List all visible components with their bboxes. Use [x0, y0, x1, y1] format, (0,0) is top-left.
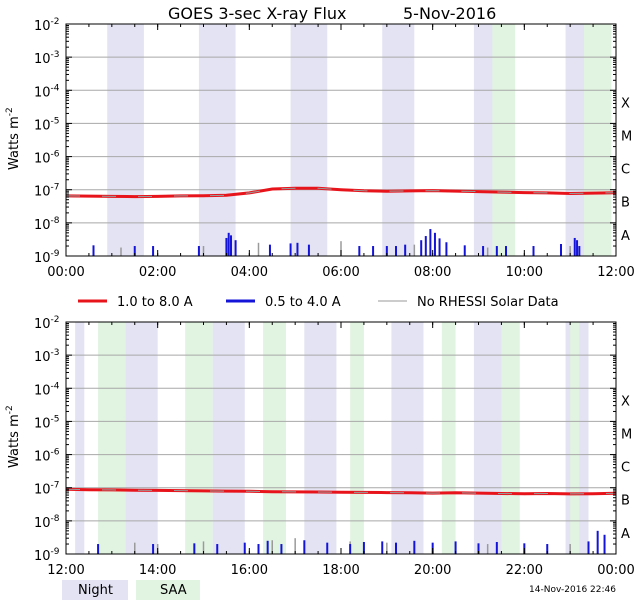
y-tick-label: 10-5 — [34, 414, 60, 431]
night-band — [75, 322, 85, 554]
legend-rhessi-label: No RHESSI Solar Data — [417, 295, 559, 310]
bottom-panel-data — [65, 487, 617, 554]
shading-legend: Night SAA — [62, 580, 200, 600]
y-axis-label: Watts m-2 — [5, 107, 22, 170]
legend-night-swatch — [62, 580, 128, 600]
x-tick-label: 00:00 — [597, 563, 634, 578]
x-tick-label: 22:00 — [506, 563, 543, 578]
saa-band — [350, 322, 364, 554]
y-tick-label: 10-4 — [34, 381, 60, 398]
flare-class-label: X — [621, 394, 630, 409]
y-tick-label: 10-6 — [34, 448, 60, 465]
x-tick-label: 12:00 — [47, 563, 84, 578]
legend-night-label: Night — [78, 583, 113, 598]
y-tick-label: 10-4 — [34, 83, 60, 100]
night-band — [212, 322, 245, 554]
saa-band — [263, 322, 286, 554]
y-tick-label: 10-2 — [34, 315, 60, 332]
flare-class-label: B — [621, 494, 630, 509]
night-band — [290, 24, 328, 256]
flare-class-label: M — [621, 427, 632, 442]
saa-band — [185, 322, 213, 554]
x-tick-label: 00:00 — [47, 265, 84, 280]
night-band — [198, 24, 236, 256]
legend-short-label: 0.5 to 4.0 A — [265, 295, 341, 310]
y-tick-label: 10-7 — [34, 183, 60, 200]
x-tick-label: 16:00 — [231, 563, 268, 578]
saa-band — [98, 322, 126, 554]
top-panel-shading — [107, 24, 612, 256]
top-panel-data — [65, 186, 617, 256]
y-tick-label: 10-7 — [34, 481, 60, 498]
generated-timestamp: 14-Nov-2016 22:46 — [529, 585, 616, 595]
x-tick-label: 08:00 — [414, 265, 451, 280]
legend-saa-swatch — [136, 580, 200, 600]
legend-long-label: 1.0 to 8.0 A — [117, 295, 193, 310]
night-band — [125, 322, 158, 554]
flare-class-label: C — [621, 163, 630, 178]
x-tick-label: 12:00 — [597, 265, 634, 280]
flare-class-label: B — [621, 196, 630, 211]
y-tick-label: 10-6 — [34, 150, 60, 167]
y-tick-label: 10-9 — [34, 547, 60, 564]
y-tick-label: 10-3 — [34, 50, 60, 67]
saa-band — [501, 322, 520, 554]
bottom-panel-grid — [66, 354, 616, 522]
flare-class-label: M — [621, 129, 632, 144]
chart-title-instrument: GOES 3-sec X-ray Flux — [168, 4, 347, 23]
x-tick-label: 02:00 — [139, 265, 176, 280]
saa-band — [570, 322, 580, 554]
x-tick-label: 14:00 — [139, 563, 176, 578]
y-tick-label: 10-8 — [34, 514, 60, 531]
bottom-panel-shading — [75, 322, 589, 554]
y-axis-label: Watts m-2 — [5, 405, 22, 468]
flare-class-label: A — [621, 229, 630, 244]
saa-band — [583, 24, 612, 256]
chart-title-date: 5-Nov-2016 — [403, 4, 496, 23]
long-channel-line — [65, 487, 617, 496]
legend-saa-label: SAA — [160, 583, 187, 598]
flare-class-label: X — [621, 96, 630, 111]
x-tick-label: 10:00 — [506, 265, 543, 280]
legend: 1.0 to 8.0 A 0.5 to 4.0 A No RHESSI Sola… — [78, 295, 559, 310]
top-panel-axes: 10-2 10-3 10-4 10-5 10-6 10-7 10-8 10-9 Watts m-… — [5, 17, 635, 280]
y-tick-label: 10-3 — [34, 348, 60, 365]
y-tick-label: 10-9 — [34, 249, 60, 266]
flare-class-label: C — [621, 461, 630, 476]
long-channel-line — [65, 186, 617, 199]
bottom-panel-axes: 10-2 10-3 10-4 10-5 10-6 10-7 10-8 10-9 Watts m-… — [5, 315, 635, 578]
night-band — [107, 24, 144, 256]
saa-band — [441, 322, 456, 554]
night-band — [304, 322, 337, 554]
night-band — [391, 322, 424, 554]
top-panel-grid — [66, 56, 616, 224]
x-tick-label: 18:00 — [322, 563, 359, 578]
x-tick-label: 06:00 — [322, 265, 359, 280]
y-tick-label: 10-2 — [34, 17, 60, 34]
plot-frame — [65, 23, 617, 257]
x-tick-label: 04:00 — [231, 265, 268, 280]
y-tick-label: 10-8 — [34, 216, 60, 233]
night-band — [382, 24, 415, 256]
x-tick-label: 20:00 — [414, 563, 451, 578]
flare-class-label: A — [621, 527, 630, 542]
y-tick-label: 10-5 — [34, 116, 60, 133]
saa-band — [492, 24, 516, 256]
